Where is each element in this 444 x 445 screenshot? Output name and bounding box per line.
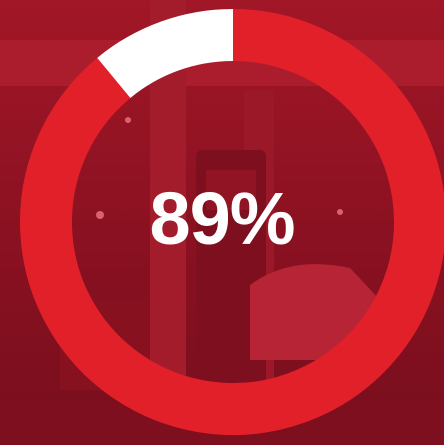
donut-slice-remainder <box>97 9 234 99</box>
center-percentage-label: 89% <box>149 177 295 260</box>
donut-slice-main <box>20 9 444 435</box>
